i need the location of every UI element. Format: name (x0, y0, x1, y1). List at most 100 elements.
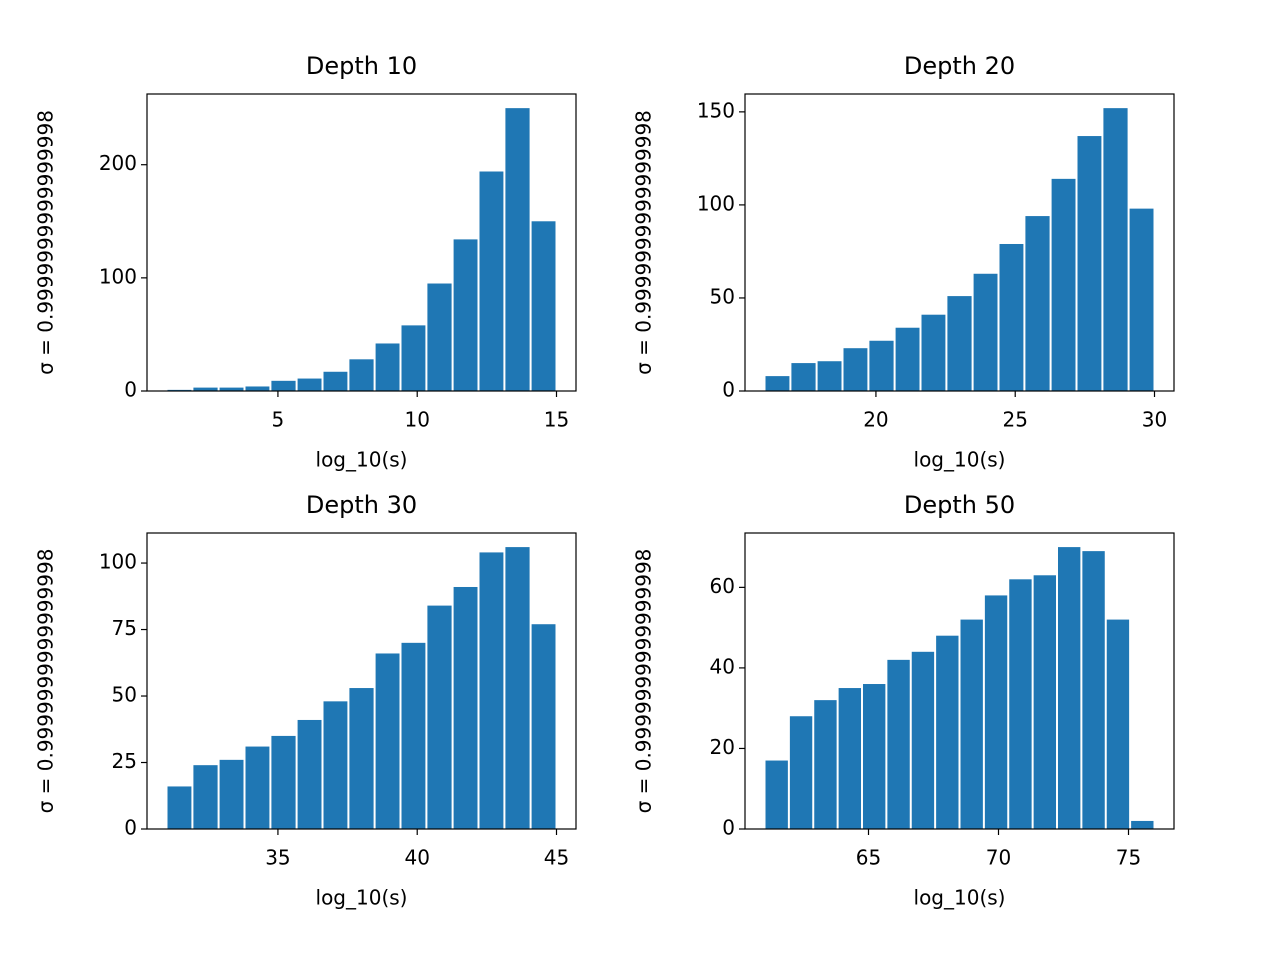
x-axis-label: log_10(s) (914, 448, 1006, 472)
bar (193, 387, 218, 391)
bar (1129, 208, 1154, 391)
bar (984, 595, 1008, 829)
bar (887, 659, 910, 829)
bar (245, 746, 270, 829)
bar (960, 619, 983, 829)
subplot-title: Depth 30 (306, 491, 417, 519)
y-tick-label: 50 (710, 284, 735, 308)
bar (401, 325, 426, 391)
x-tick-label: 45 (544, 846, 569, 870)
subplot-title: Depth 10 (306, 52, 417, 80)
x-tick-label: 15 (544, 408, 569, 432)
x-tick-label: 30 (1142, 408, 1167, 432)
bar (921, 314, 946, 391)
bar (245, 386, 270, 391)
x-axis-label: log_10(s) (914, 886, 1006, 910)
bar (323, 701, 348, 829)
y-tick-label: 20 (710, 735, 735, 759)
bar (219, 759, 244, 829)
axes-frame (744, 93, 1175, 392)
bar (817, 361, 842, 391)
bar (375, 653, 400, 829)
y-tick-label: 100 (99, 550, 137, 574)
subplot-title: Depth 20 (904, 52, 1015, 80)
x-tick-label: 10 (404, 408, 429, 432)
bar (1025, 216, 1050, 391)
bar (947, 296, 972, 391)
y-axis-label: σ = 0.9999999999999998 (632, 549, 656, 814)
x-tick-label: 35 (265, 846, 290, 870)
bar (1103, 108, 1128, 392)
bar (323, 371, 348, 391)
y-axis-label: σ = 0.9999999999999998 (34, 549, 58, 814)
y-tick-label: 100 (99, 264, 137, 288)
bar (505, 547, 530, 829)
x-tick-label: 75 (1116, 846, 1141, 870)
y-tick-label: 75 (112, 616, 137, 640)
bar (219, 387, 244, 391)
bar (1082, 551, 1105, 829)
bar (453, 586, 478, 829)
bar (1033, 575, 1056, 829)
bar (863, 684, 886, 829)
bar (936, 635, 959, 829)
bar (789, 716, 813, 829)
axes-frame (146, 93, 577, 392)
bar (1051, 178, 1076, 391)
y-tick-label: 200 (99, 151, 137, 175)
y-tick-label: 50 (112, 683, 137, 707)
bar (1131, 820, 1154, 829)
y-tick-label: 0 (124, 378, 137, 402)
y-tick-label: 150 (697, 98, 735, 122)
bar (271, 735, 296, 829)
bar (973, 273, 998, 391)
bar (814, 700, 837, 829)
bar (349, 688, 374, 829)
bar (531, 624, 556, 829)
bar (375, 343, 400, 391)
bar (505, 108, 530, 392)
bar (297, 378, 322, 391)
y-tick-label: 0 (722, 378, 735, 402)
y-tick-label: 40 (710, 654, 735, 678)
x-tick-label: 5 (272, 408, 285, 432)
y-axis-label: σ = 0.9999999999999998 (34, 110, 58, 375)
bar (401, 642, 426, 829)
bar (869, 340, 894, 391)
bar (843, 348, 868, 391)
bar (895, 327, 920, 391)
x-tick-label: 65 (856, 846, 881, 870)
bar (838, 688, 861, 829)
bar (349, 359, 374, 391)
bar (479, 171, 504, 391)
x-tick-label: 40 (404, 846, 429, 870)
bar (1058, 547, 1081, 829)
bar (1009, 579, 1032, 829)
y-tick-label: 100 (697, 191, 735, 215)
bar (1106, 619, 1130, 829)
y-tick-label: 0 (124, 816, 137, 840)
y-tick-label: 0 (722, 816, 735, 840)
x-axis-label: log_10(s) (316, 448, 408, 472)
x-tick-label: 25 (1002, 408, 1027, 432)
bar (765, 376, 790, 391)
y-tick-label: 25 (112, 749, 137, 773)
bar (765, 760, 788, 829)
bar (193, 765, 218, 829)
subplot-title: Depth 50 (904, 491, 1015, 519)
bar (479, 552, 504, 829)
bar (911, 651, 935, 829)
bar (1077, 136, 1102, 391)
y-axis-label: σ = 0.9999999999999998 (632, 110, 656, 375)
y-tick-label: 60 (710, 574, 735, 598)
bar (427, 605, 452, 829)
x-axis-label: log_10(s) (316, 886, 408, 910)
x-tick-label: 20 (863, 408, 888, 432)
bar (271, 380, 296, 391)
bar (427, 283, 452, 391)
axes-frame (146, 532, 577, 830)
bar (531, 221, 556, 391)
bar (999, 243, 1024, 391)
x-tick-label: 70 (986, 846, 1011, 870)
